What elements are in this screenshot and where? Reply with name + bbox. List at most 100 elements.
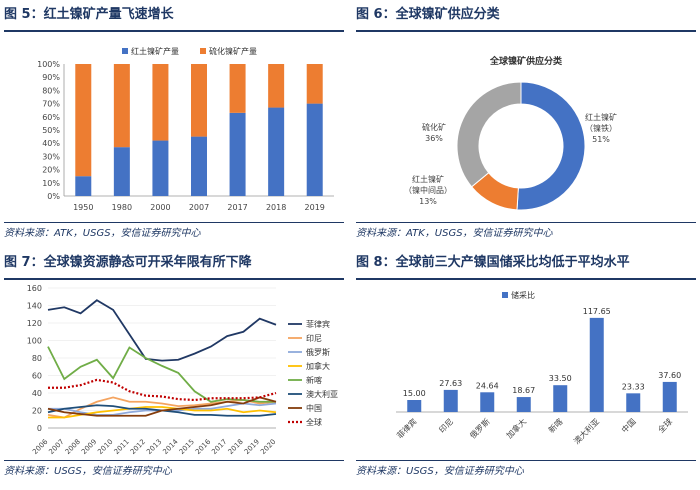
y-tick-label: 20%: [42, 166, 60, 175]
slice-label: 36%: [425, 134, 443, 143]
x-tick-label: 2014: [161, 437, 180, 456]
y-tick-label: 140: [27, 302, 42, 311]
series-line: [47, 396, 277, 417]
bar: [268, 64, 285, 108]
slice-label: 51%: [592, 135, 610, 144]
figure-6-panel: 图 6：全球镍矿供应分类 全球镍矿供应分类 红土镍矿 （镍铁） 51% 红土镍矿 （镍中间…: [356, 4, 696, 239]
bar: [306, 103, 323, 196]
x-tick-label: 俄罗斯: [468, 416, 492, 440]
series-line: [47, 299, 277, 362]
bar: [152, 64, 169, 141]
legend-swatch: [502, 292, 508, 298]
y-tick-label: 80: [32, 354, 42, 363]
bar: [113, 147, 130, 196]
bar: [268, 107, 285, 196]
series-line: [47, 346, 276, 403]
x-tick-label: 2017: [227, 203, 247, 212]
legend-label: 澳大利亚: [306, 389, 338, 399]
y-tick-label: 20: [32, 407, 42, 416]
y-tick-label: 80%: [42, 86, 60, 95]
y-tick-label: 40: [32, 389, 42, 398]
data-label: 23.33: [622, 382, 645, 391]
series-line: [48, 378, 277, 402]
figure-5-bottom-rule: [4, 222, 344, 223]
x-tick-label: 2019: [243, 438, 261, 456]
bar: [229, 64, 246, 113]
x-tick-label: 新喀: [546, 416, 564, 434]
figure-8-panel: 图 8：全球前三大产镍国储采比均低于平均水平 储采比 15.00 菲律宾 27.63 印…: [356, 252, 696, 488]
x-tick-label: 2015: [178, 438, 196, 456]
data-label: 33.50: [549, 374, 572, 383]
bar: [191, 64, 207, 137]
x-tick-label: 2011: [113, 438, 131, 456]
x-tick-label: 2017: [210, 438, 228, 456]
x-tick-label: 2009: [80, 438, 98, 456]
figure-6-top-rule: [356, 30, 696, 32]
x-tick-label: 澳大利亚: [571, 416, 601, 446]
data-label: 117.65: [583, 307, 611, 316]
x-tick-label: 2008: [64, 438, 82, 456]
legend-swatch: [200, 48, 206, 54]
bar: [191, 136, 207, 196]
x-tick-label: 2000: [150, 203, 170, 212]
figure-6-title: 图 6：全球镍矿供应分类: [356, 7, 500, 22]
y-tick-label: 10%: [42, 179, 60, 188]
slice-label: 红土镍矿: [412, 174, 444, 184]
x-tick-label: 2006: [31, 437, 50, 456]
bar: [113, 64, 130, 148]
bar: [75, 64, 92, 177]
x-tick-label: 2007: [189, 203, 209, 212]
x-tick-label: 2016: [194, 437, 213, 456]
figure-8-top-rule: [356, 278, 696, 280]
bar: [589, 317, 604, 412]
x-tick-label: 1980: [112, 203, 132, 212]
x-tick-label: 2010: [96, 438, 114, 456]
x-tick-label: 印尼: [437, 417, 455, 435]
data-label: 15.00: [403, 389, 426, 398]
legend-label: 储采比: [511, 290, 535, 300]
x-tick-label: 菲律宾: [395, 416, 419, 440]
figure-7-bottom-rule: [4, 460, 344, 461]
legend-label: 红土镍矿产量: [131, 46, 179, 56]
figure-8-source: 资料来源：USGS，安信证券研究中心: [356, 466, 524, 477]
legend-label: 新喀: [306, 375, 322, 385]
y-tick-label: 50%: [42, 126, 60, 135]
legend-label: 印尼: [306, 334, 322, 343]
y-tick-label: 0: [37, 424, 42, 433]
donut-slice: [456, 81, 522, 188]
y-tick-label: 0%: [47, 192, 60, 201]
data-label: 18.67: [512, 386, 535, 395]
figure-8-bottom-rule: [356, 460, 696, 461]
y-tick-label: 160: [27, 284, 42, 293]
figure-6-source: 资料来源：ATK，USGS，安信证券研究中心: [356, 228, 553, 239]
x-tick-label: 1950: [73, 203, 93, 212]
y-tick-label: 60%: [42, 113, 60, 122]
legend-swatch: [122, 48, 128, 54]
figure-8-chart: 储采比 15.00 菲律宾 27.63 印尼 24.64 俄罗斯 18.67 加拿大 33.50 新…: [395, 290, 688, 446]
x-tick-label: 2012: [129, 438, 147, 456]
data-label: 24.64: [476, 381, 499, 390]
figure-7-panel: 图 7：全球镍资源静态可开采年限有所下降 0 20 40 60 80 100 120 140 1…: [4, 252, 344, 488]
legend-label: 菲律宾: [306, 319, 330, 329]
y-tick-label: 120: [27, 319, 42, 328]
x-tick-label: 2018: [266, 203, 286, 212]
bar: [152, 140, 169, 196]
x-tick-label: 2020: [259, 438, 277, 456]
figure-5-title: 图 5：红土镍矿产量飞速增长: [4, 7, 174, 22]
figure-7-chart: 0204060801001201401602006200720082009201…: [27, 284, 338, 456]
y-tick-label: 70%: [42, 100, 60, 109]
bar: [626, 393, 641, 412]
figure-6-bottom-rule: [356, 222, 696, 223]
figure-8-title: 图 8：全球前三大产镍国储采比均低于平均水平: [356, 255, 630, 270]
figure-5-panel: 图 5：红土镍矿产量飞速增长 红土镍矿产量 硫化镍矿产量 0% 10% 20% 30% 40…: [4, 4, 344, 239]
slice-label: 13%: [419, 197, 437, 206]
slice-label: （镍铁）: [585, 123, 617, 133]
bar: [516, 397, 531, 412]
figure-7-source: 资料来源：USGS，安信证券研究中心: [4, 466, 172, 477]
donut-slice: [516, 81, 586, 211]
bar: [480, 392, 495, 412]
figure-5-chart: 红土镍矿产量 硫化镍矿产量 0% 10% 20% 30% 40% 50% 60% 70% 80% 90…: [37, 46, 334, 212]
y-tick-label: 30%: [42, 152, 60, 161]
series-line: [48, 402, 277, 416]
